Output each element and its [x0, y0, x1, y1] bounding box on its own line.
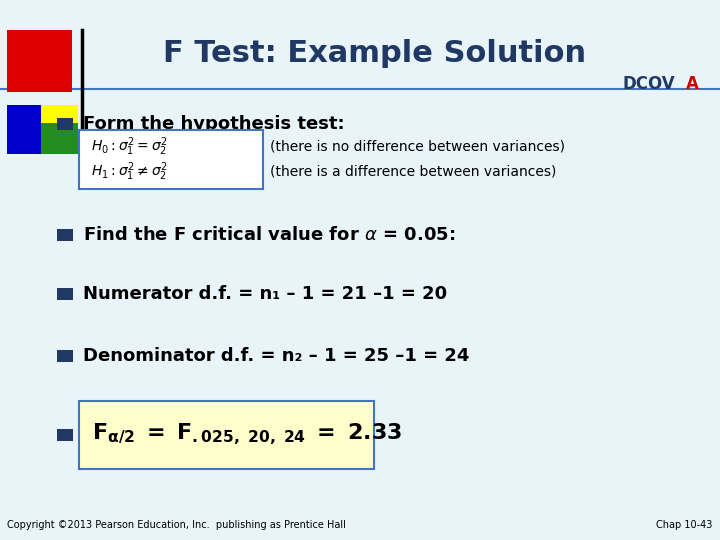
FancyBboxPatch shape — [41, 123, 78, 154]
FancyBboxPatch shape — [41, 105, 78, 123]
FancyBboxPatch shape — [7, 105, 54, 154]
Text: $\mathbf{F_{\alpha/2}\ =\ F_{.025,\ 20,\ 24}\ =\ 2.33}$: $\mathbf{F_{\alpha/2}\ =\ F_{.025,\ 20,\… — [92, 422, 402, 448]
FancyBboxPatch shape — [57, 118, 73, 130]
Text: Chap 10-43: Chap 10-43 — [657, 520, 713, 530]
Text: Form the hypothesis test:: Form the hypothesis test: — [83, 115, 344, 133]
Text: Denominator d.f. = n₂ – 1 = 25 –1 = 24: Denominator d.f. = n₂ – 1 = 25 –1 = 24 — [83, 347, 469, 366]
Text: DCOV: DCOV — [623, 75, 675, 93]
Text: $H_0: \sigma_1^2 = \sigma_2^2$: $H_0: \sigma_1^2 = \sigma_2^2$ — [91, 136, 168, 158]
Text: A: A — [685, 75, 698, 93]
Text: (there is no difference between variances): (there is no difference between variance… — [270, 140, 565, 154]
FancyBboxPatch shape — [57, 350, 73, 362]
Text: (there is a difference between variances): (there is a difference between variances… — [270, 165, 557, 179]
Text: F Test: Example Solution: F Test: Example Solution — [163, 39, 586, 69]
FancyBboxPatch shape — [57, 229, 73, 241]
FancyBboxPatch shape — [79, 130, 263, 189]
FancyBboxPatch shape — [7, 30, 72, 92]
FancyBboxPatch shape — [57, 429, 73, 441]
Text: Copyright ©2013 Pearson Education, Inc.  publishing as Prentice Hall: Copyright ©2013 Pearson Education, Inc. … — [7, 520, 346, 530]
Text: $H_1: \sigma_1^2 \neq \sigma_2^2$: $H_1: \sigma_1^2 \neq \sigma_2^2$ — [91, 160, 168, 183]
Text: Numerator d.f. = n₁ – 1 = 21 –1 = 20: Numerator d.f. = n₁ – 1 = 21 –1 = 20 — [83, 285, 447, 303]
Text: Find the F critical value for $\alpha$ = 0.05:: Find the F critical value for $\alpha$ =… — [83, 226, 455, 244]
FancyBboxPatch shape — [79, 401, 374, 469]
FancyBboxPatch shape — [57, 288, 73, 300]
